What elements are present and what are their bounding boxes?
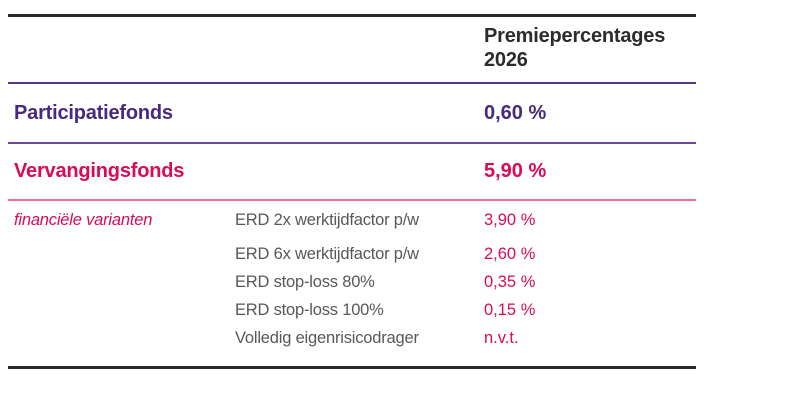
variants-section: financiële varianten ERD 2x werktijdfact… xyxy=(8,201,696,366)
vervangingsfonds-label: Vervangingsfonds xyxy=(14,159,185,182)
variant-value: 0,15 % xyxy=(484,300,536,319)
variant-row: ERD stop-loss 80% 0,35 % xyxy=(8,273,696,301)
variant-name: ERD 6x werktijdfactor p/w xyxy=(235,244,419,263)
divider-participatiefonds-bottom xyxy=(8,142,696,144)
variants-label: financiële varianten xyxy=(14,210,153,229)
participatiefonds-label: Participatiefonds xyxy=(14,101,173,124)
variant-row: ERD 6x werktijdfactor p/w 2,60 % xyxy=(8,245,696,273)
variant-value: 0,35 % xyxy=(484,272,536,291)
header-row: Premiepercentages 2026 xyxy=(8,17,696,82)
variant-name: ERD 2x werktijdfactor p/w xyxy=(235,210,419,229)
row-vervangingsfonds: Vervangingsfonds 5,90 % xyxy=(8,144,696,199)
variant-value: n.v.t. xyxy=(484,328,519,347)
participatiefonds-value: 0,60 % xyxy=(484,101,547,124)
divider-bottom xyxy=(8,365,696,369)
variant-row: Volledig eigenrisicodrager n.v.t. xyxy=(8,329,696,357)
divider-header-bottom xyxy=(8,82,696,84)
divider-top xyxy=(8,14,696,17)
premie-table: Premiepercentages 2026 Participatiefonds… xyxy=(8,14,696,369)
row-participatiefonds: Participatiefonds 0,60 % xyxy=(8,84,696,142)
value-column-title: Premiepercentages 2026 xyxy=(484,25,666,71)
variant-value: 3,90 % xyxy=(484,210,536,229)
variant-name: ERD stop-loss 80% xyxy=(235,272,375,291)
divider-vervangingsfonds-bottom xyxy=(8,198,696,201)
vervangingsfonds-value: 5,90 % xyxy=(484,159,547,182)
variant-value: 2,60 % xyxy=(484,244,536,263)
variant-name: ERD stop-loss 100% xyxy=(235,300,384,319)
variant-name: Volledig eigenrisicodrager xyxy=(235,328,419,347)
variant-row: financiële varianten ERD 2x werktijdfact… xyxy=(8,211,696,239)
variant-row: ERD stop-loss 100% 0,15 % xyxy=(8,301,696,329)
